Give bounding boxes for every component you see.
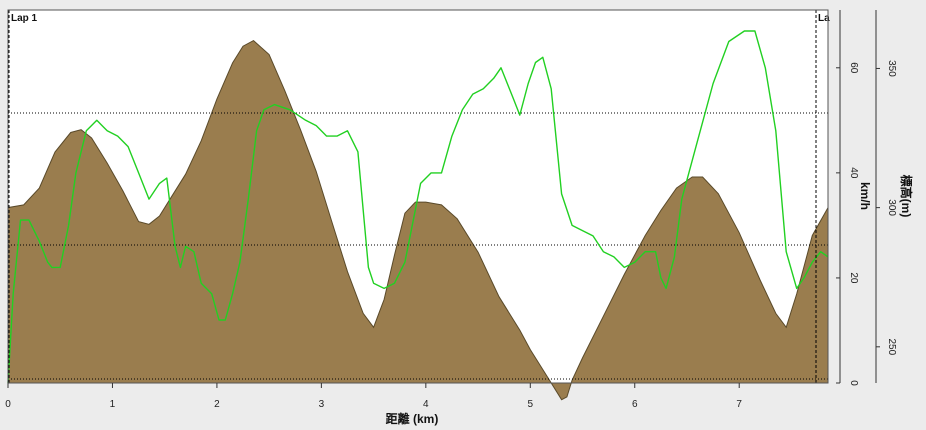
speed-line [7, 30, 829, 384]
x-tick-label: 1 [110, 399, 116, 410]
speed-tick-label: 60 [848, 62, 859, 74]
x-tick-label: 5 [528, 399, 534, 410]
x-tick-label: 0 [5, 399, 11, 410]
plot-border [7, 9, 829, 384]
speed-axis-title: km/h [858, 182, 872, 210]
lap-label: La [818, 13, 830, 24]
x-tick-label: 4 [423, 399, 429, 410]
lap-label: Lap 1 [11, 13, 38, 24]
x-tick-label: 2 [214, 399, 220, 410]
elevation-tick-label: 350 [886, 60, 897, 77]
elevation-area [7, 39, 829, 401]
axes: 0 1 2 3 4 5 6 7 距離 (km) 0 20 40 60 km/h 250 300 350 標高(m) [5, 9, 914, 426]
speed-tick-label: 40 [848, 167, 859, 179]
elevation-axis-title: 標高(m) [899, 175, 914, 218]
elevation-tick-label: 250 [886, 338, 897, 355]
speed-tick-label: 20 [848, 272, 859, 284]
x-tick-label: 6 [632, 399, 638, 410]
plot-area: Lap 1 La [7, 10, 830, 401]
x-tick-label: 7 [736, 399, 742, 410]
x-tick-label: 3 [319, 399, 325, 410]
elevation-tick-label: 300 [886, 199, 897, 216]
speed-tick-label: 0 [848, 380, 859, 386]
x-axis-title: 距離 (km) [386, 411, 439, 426]
